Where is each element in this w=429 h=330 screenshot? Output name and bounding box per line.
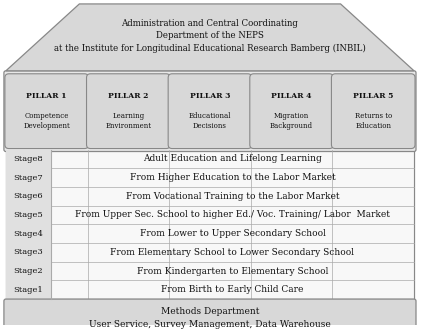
Bar [6, 168, 51, 187]
Text: Adult Education and Lifelong Learning: Adult Education and Lifelong Learning [143, 154, 322, 163]
Bar [6, 149, 88, 299]
FancyBboxPatch shape [4, 71, 416, 151]
Text: Stage3: Stage3 [13, 248, 43, 256]
Text: Educational
Decisions: Educational Decisions [189, 112, 231, 130]
Text: From Lower to Upper Secondary School: From Lower to Upper Secondary School [139, 229, 326, 238]
Bar [169, 149, 251, 299]
Text: Learning
Environment: Learning Environment [106, 112, 151, 130]
Bar [332, 149, 414, 299]
Text: Methods Department
User Service, Survey Management, Data Warehouse: Methods Department User Service, Survey … [89, 307, 331, 328]
Text: Stage1: Stage1 [13, 286, 43, 294]
Bar [6, 224, 51, 243]
Text: Stage8: Stage8 [13, 155, 43, 163]
Bar [6, 187, 51, 206]
Text: Stage6: Stage6 [14, 192, 43, 200]
Text: From Higher Education to the Labor Market: From Higher Education to the Labor Marke… [130, 173, 335, 182]
Text: Stage2: Stage2 [14, 267, 43, 275]
Polygon shape [6, 4, 414, 71]
Text: PILLAR 3: PILLAR 3 [190, 92, 230, 100]
Text: Returns to
Education: Returns to Education [355, 112, 392, 130]
Text: Administration and Central Coordinating
Department of the NEPS
at the Institute : Administration and Central Coordinating … [54, 18, 366, 53]
Text: From Upper Sec. School to higher Ed./ Voc. Training/ Labor  Market: From Upper Sec. School to higher Ed./ Vo… [75, 211, 390, 219]
Text: From Birth to Early Child Care: From Birth to Early Child Care [161, 285, 304, 294]
Bar [6, 243, 51, 262]
Text: Stage4: Stage4 [13, 230, 43, 238]
Text: PILLAR 4: PILLAR 4 [271, 92, 312, 100]
Text: PILLAR 1: PILLAR 1 [27, 92, 67, 100]
FancyBboxPatch shape [5, 74, 88, 148]
Bar [6, 280, 51, 299]
Text: From Elementary School to Lower Secondary School: From Elementary School to Lower Secondar… [111, 248, 354, 257]
Text: Stage7: Stage7 [13, 174, 43, 182]
Text: PILLAR 2: PILLAR 2 [108, 92, 148, 100]
FancyBboxPatch shape [332, 74, 415, 148]
Text: Stage5: Stage5 [13, 211, 43, 219]
FancyBboxPatch shape [87, 74, 170, 148]
Bar [6, 149, 414, 299]
Text: From Kindergarten to Elementary School: From Kindergarten to Elementary School [137, 267, 328, 276]
Bar [251, 149, 332, 299]
Bar [6, 149, 51, 168]
FancyBboxPatch shape [168, 74, 252, 148]
Text: Migration
Background: Migration Background [270, 112, 313, 130]
Bar [6, 262, 51, 280]
FancyBboxPatch shape [250, 74, 333, 148]
Bar [6, 206, 51, 224]
Text: Competence
Development: Competence Development [23, 112, 70, 130]
Text: From Vocational Training to the Labor Market: From Vocational Training to the Labor Ma… [126, 192, 339, 201]
FancyBboxPatch shape [4, 299, 416, 330]
Text: PILLAR 5: PILLAR 5 [353, 92, 393, 100]
Bar [88, 149, 169, 299]
